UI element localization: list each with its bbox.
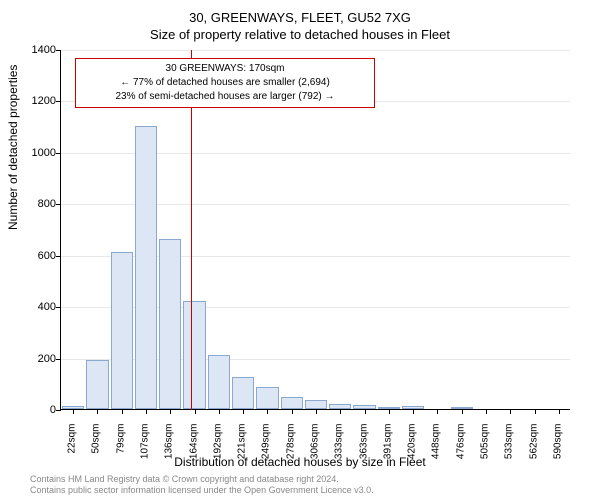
x-tick (122, 409, 123, 414)
x-tick (340, 409, 341, 414)
bar (86, 360, 108, 409)
x-tick-label: 333sqm (334, 424, 345, 468)
gridline (61, 50, 570, 51)
x-tick-label: 306sqm (310, 424, 321, 468)
info-box-line2: ← 77% of detached houses are smaller (2,… (84, 76, 366, 90)
x-tick-label: 278sqm (285, 424, 296, 468)
bar (159, 239, 181, 409)
x-tick (316, 409, 317, 414)
y-tick-label: 0 (50, 404, 56, 416)
bar (135, 126, 157, 409)
x-tick-label: 221sqm (237, 424, 248, 468)
x-tick-label: 448sqm (431, 424, 442, 468)
x-tick-label: 562sqm (528, 424, 539, 468)
info-box-line3: 23% of semi-detached houses are larger (… (84, 90, 366, 104)
x-tick (292, 409, 293, 414)
x-tick-label: 505sqm (480, 424, 491, 468)
attribution: Contains HM Land Registry data © Crown c… (30, 474, 374, 496)
x-tick-label: 420sqm (407, 424, 418, 468)
x-tick-label: 590sqm (552, 424, 563, 468)
x-tick (462, 409, 463, 414)
x-tick-label: 107sqm (140, 424, 151, 468)
attribution-line2: Contains public sector information licen… (30, 485, 374, 496)
x-tick-label: 391sqm (382, 424, 393, 468)
y-tick-label: 200 (38, 353, 56, 365)
bar (183, 301, 205, 409)
x-tick-label: 363sqm (358, 424, 369, 468)
x-tick (170, 409, 171, 414)
y-tick (56, 101, 61, 102)
y-tick-label: 1000 (32, 147, 56, 159)
y-tick (56, 307, 61, 308)
chart-title-sub: Size of property relative to detached ho… (0, 25, 600, 42)
x-tick (486, 409, 487, 414)
x-tick (365, 409, 366, 414)
x-tick (219, 409, 220, 414)
x-tick-label: 249sqm (261, 424, 272, 468)
y-tick (56, 410, 61, 411)
x-tick (535, 409, 536, 414)
x-tick-label: 79sqm (115, 424, 126, 468)
x-tick-label: 192sqm (212, 424, 223, 468)
x-tick-label: 22sqm (67, 424, 78, 468)
y-tick-label: 600 (38, 250, 56, 262)
y-tick (56, 359, 61, 360)
x-tick (510, 409, 511, 414)
y-tick (56, 256, 61, 257)
x-tick-label: 533sqm (504, 424, 515, 468)
y-tick (56, 50, 61, 51)
info-box-line1: 30 GREENWAYS: 170sqm (84, 62, 366, 76)
y-tick (56, 153, 61, 154)
x-tick (559, 409, 560, 414)
y-tick-label: 1400 (32, 44, 56, 56)
bar (256, 387, 278, 409)
bar (305, 400, 327, 409)
x-tick (437, 409, 438, 414)
x-tick (243, 409, 244, 414)
bar (281, 397, 303, 409)
chart-title-main: 30, GREENWAYS, FLEET, GU52 7XG (0, 0, 600, 25)
y-axis-label: Number of detached properties (6, 65, 20, 230)
bar (232, 377, 254, 409)
y-tick-label: 800 (38, 198, 56, 210)
x-tick (389, 409, 390, 414)
y-tick-label: 400 (38, 301, 56, 313)
x-tick (267, 409, 268, 414)
x-tick (195, 409, 196, 414)
x-tick (97, 409, 98, 414)
attribution-line1: Contains HM Land Registry data © Crown c… (30, 474, 374, 485)
x-tick-label: 50sqm (91, 424, 102, 468)
x-tick (146, 409, 147, 414)
y-tick-label: 1200 (32, 95, 56, 107)
y-tick (56, 204, 61, 205)
bar (208, 355, 230, 409)
x-tick-label: 164sqm (188, 424, 199, 468)
x-tick-label: 136sqm (164, 424, 175, 468)
x-tick (413, 409, 414, 414)
x-tick-label: 476sqm (455, 424, 466, 468)
x-tick (73, 409, 74, 414)
bar (111, 252, 133, 409)
info-box: 30 GREENWAYS: 170sqm ← 77% of detached h… (75, 58, 375, 108)
